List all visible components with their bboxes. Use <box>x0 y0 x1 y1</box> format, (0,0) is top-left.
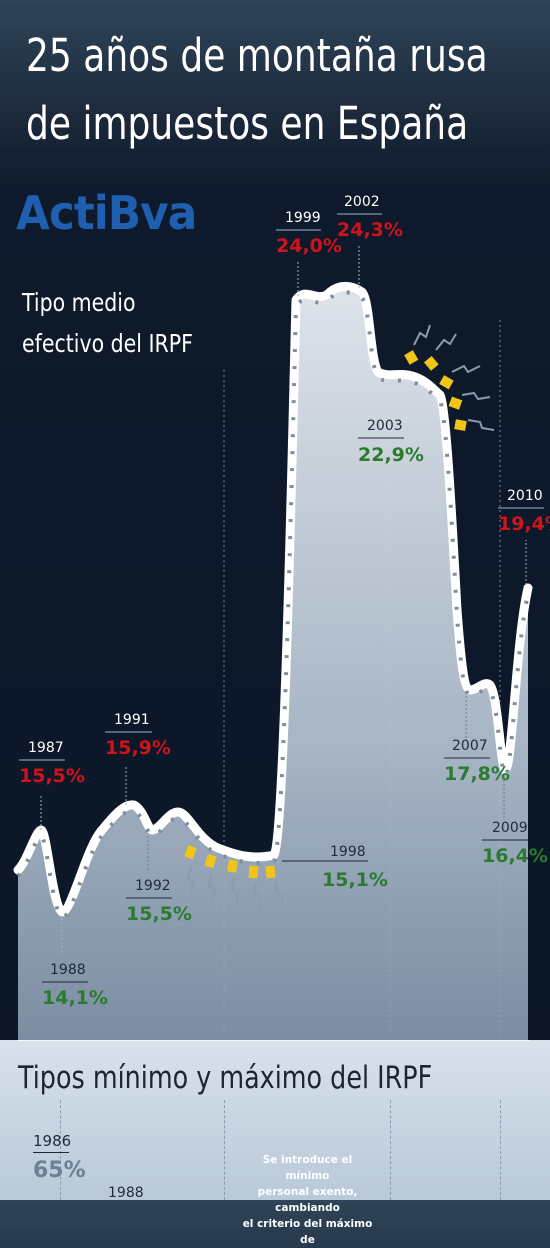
year-1988-label: 1988 <box>108 1185 144 1201</box>
area-fill <box>18 286 528 1045</box>
year-1988: 1988 <box>50 962 86 978</box>
section-title: Tipos mínimo y máximo del IRPF <box>18 1060 433 1096</box>
underline-1986 <box>33 1152 69 1153</box>
value-1991: 15,9% <box>105 737 171 759</box>
year-1999: 1999 <box>285 210 321 226</box>
guide-1986 <box>60 1100 62 1200</box>
year-2009: 2009 <box>492 820 528 836</box>
point-labels: 1987 15,5% 1988 14,1% 1991 15,9% 1992 15… <box>19 194 550 1009</box>
chart-subtitle-line-2: efectivo del IRPF <box>22 329 193 358</box>
value-1998: 15,1% <box>322 869 388 891</box>
guide-lines <box>223 320 501 1045</box>
note-line-2: personal exento, cambiando <box>257 1186 358 1214</box>
year-1987: 1987 <box>28 740 64 756</box>
value-2010: 19,4% <box>498 513 550 535</box>
value-2002: 24,3% <box>337 219 403 241</box>
year-1992: 1992 <box>135 878 171 894</box>
value-1999: 24,0% <box>276 235 342 257</box>
sparks-upper <box>404 350 467 431</box>
value-1992: 15,5% <box>126 903 192 925</box>
title-line-2: de impuestos en España <box>26 97 469 150</box>
mininum-exempt-note: Se introduce el mínimo personal exento, … <box>240 1152 375 1248</box>
note-line-3: el criterio del máximo de <box>242 1218 373 1246</box>
year-1991: 1991 <box>114 712 150 728</box>
chart-subtitle: Tipo medio efectivo del IRPF <box>22 282 202 364</box>
chart-subtitle-line-1: Tipo medio <box>22 288 136 317</box>
sparks-lower-smoke <box>186 865 283 909</box>
section-divider <box>18 1040 530 1041</box>
year-1986-label: 1986 <box>33 1132 72 1150</box>
irpf-rate-chart: 1987 15,5% 1988 14,1% 1991 15,9% 1992 15… <box>13 194 550 1045</box>
year-2002: 2002 <box>344 194 380 210</box>
year-1998: 1998 <box>330 844 366 860</box>
title-line-1: 25 años de montaña rusa <box>26 29 488 82</box>
sparks-upper-smoke <box>413 324 495 431</box>
value-1987: 15,5% <box>19 765 85 787</box>
note-line-1: Se introduce el mínimo <box>262 1154 353 1182</box>
page-title: 25 años de montaña rusa de impuestos en … <box>26 22 488 158</box>
sparks-lower <box>184 844 276 879</box>
value-1988: 14,1% <box>42 987 108 1009</box>
year-2007: 2007 <box>452 738 488 754</box>
rate-curve <box>13 281 533 917</box>
value-2003: 22,9% <box>358 444 424 466</box>
year-2003: 2003 <box>367 418 403 434</box>
value-1986-label: 65% <box>33 1158 86 1183</box>
min-max-section <box>0 1040 550 1200</box>
year-2010: 2010 <box>507 488 543 504</box>
value-2009: 16,4% <box>482 845 548 867</box>
guide-mid <box>224 1100 226 1200</box>
guide-far-right <box>500 1100 502 1200</box>
activa-logo: ActiBva <box>16 186 197 240</box>
guide-right <box>390 1100 392 1200</box>
value-2007: 17,8% <box>444 763 510 785</box>
